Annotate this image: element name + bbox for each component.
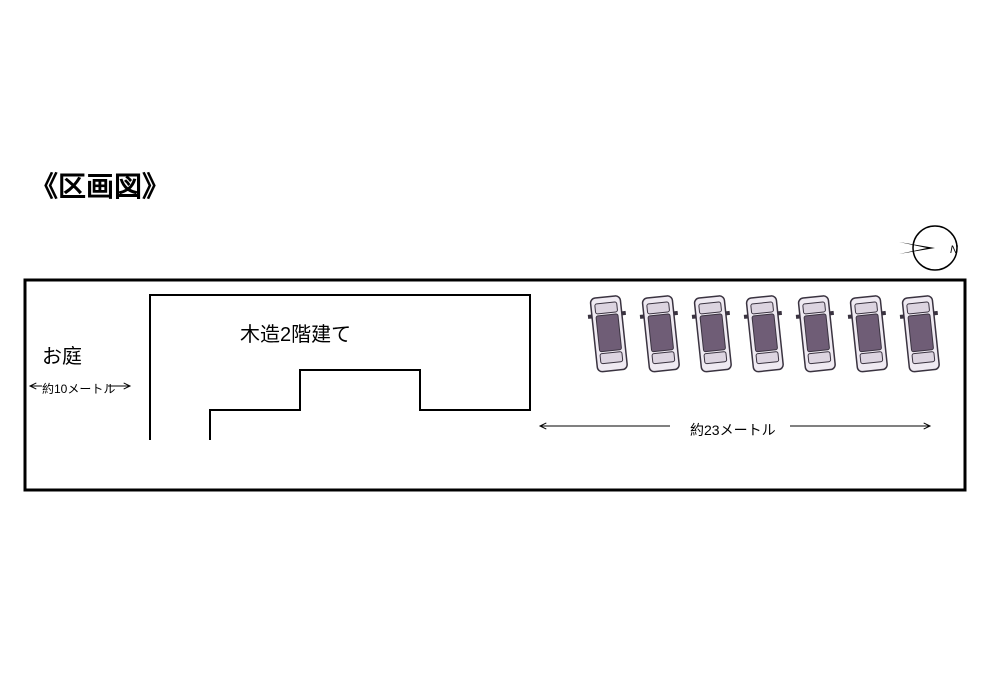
building-label: 木造2階建て	[240, 318, 351, 347]
garden-label: お庭	[42, 340, 82, 369]
plot-diagram: N	[0, 0, 1000, 700]
parking-dim: 約23メートル	[690, 420, 776, 440]
svg-text:N: N	[950, 244, 958, 256]
page-title: 《区画図》	[30, 165, 170, 205]
garden-dim: 約10メートル	[42, 380, 115, 397]
compass-icon: N	[899, 226, 958, 270]
